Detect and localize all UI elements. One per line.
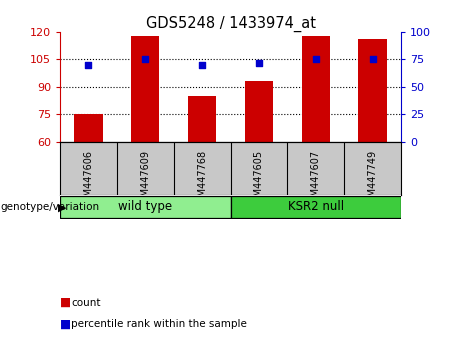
Bar [230,196,401,218]
Point [369,56,376,62]
Text: KSR2 null: KSR2 null [288,200,344,213]
Bar [60,196,230,218]
Title: GDS5248 / 1433974_at: GDS5248 / 1433974_at [146,16,315,32]
Text: GSM447749: GSM447749 [367,149,378,209]
Text: GSM447605: GSM447605 [254,149,264,209]
Point [255,60,263,65]
Text: GSM447606: GSM447606 [83,149,94,209]
Text: ▶: ▶ [58,202,66,212]
Text: wild type: wild type [118,200,172,213]
Bar [188,96,216,142]
Point [142,56,149,62]
Text: genotype/variation: genotype/variation [0,202,99,212]
Bar [74,114,102,142]
Bar [131,35,160,142]
Bar [358,39,387,142]
Text: GSM447609: GSM447609 [140,149,150,209]
Bar [301,35,330,142]
Text: GSM447768: GSM447768 [197,149,207,209]
Text: GSM447607: GSM447607 [311,149,321,209]
Text: count: count [71,298,101,308]
Text: percentile rank within the sample: percentile rank within the sample [71,319,248,329]
Bar [245,81,273,142]
Point [198,62,206,68]
Point [85,62,92,68]
Text: ■: ■ [60,296,71,309]
Point [312,56,319,62]
Text: ■: ■ [60,318,71,330]
